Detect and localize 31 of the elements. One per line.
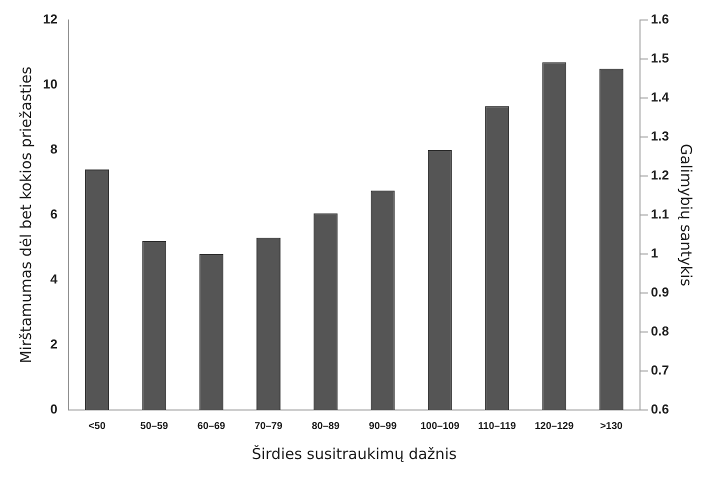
x-tick-label: 80–89 <box>312 420 340 432</box>
y-tick-label: 10 <box>42 76 58 92</box>
y2-tick-label: 1.1 <box>650 206 670 222</box>
y2-tick-label: 1.5 <box>650 50 670 66</box>
y2-tick-label: 0.9 <box>650 284 670 300</box>
x-tick-label: >130 <box>600 420 624 432</box>
y2-tick-label: 1 <box>650 246 658 261</box>
x-tick-label: 60–69 <box>197 420 226 432</box>
x-axis-title: Širdies susitraukimų dažnis <box>252 444 457 463</box>
x-tick-label: 50–59 <box>140 420 169 432</box>
y-tick-label: 6 <box>50 206 58 222</box>
x-tick-label: 120–129 <box>534 420 574 432</box>
y2-tick-label: 1.2 <box>650 168 670 183</box>
x-tick-label: <50 <box>88 420 106 432</box>
y-tick-label: 4 <box>50 272 58 287</box>
y-tick-label: 2 <box>50 336 58 352</box>
x-tick-label: 70–79 <box>254 420 283 432</box>
y-tick-label: 12 <box>42 12 58 27</box>
x-tick-label: 100–109 <box>420 420 460 432</box>
y-tick-label: 8 <box>50 142 58 157</box>
y2-tick-label: 0.7 <box>650 362 670 378</box>
y-tick-label: 0 <box>50 402 58 417</box>
y2-axis-title: Galimybių santykis <box>677 144 696 286</box>
x-tick-label: 110–119 <box>478 420 516 432</box>
y2-tick-label: 1.4 <box>650 90 670 105</box>
y2-tick-label: 0.8 <box>650 324 670 339</box>
y2-tick-label: 1.6 <box>650 12 670 27</box>
x-tick-label: 90–99 <box>368 420 398 432</box>
y2-tick-label: 1.3 <box>650 128 670 144</box>
y2-tick-label: 0.6 <box>650 402 670 417</box>
y-axis-title: Mirštamumas dėl bet kokios priežasties <box>16 66 35 364</box>
